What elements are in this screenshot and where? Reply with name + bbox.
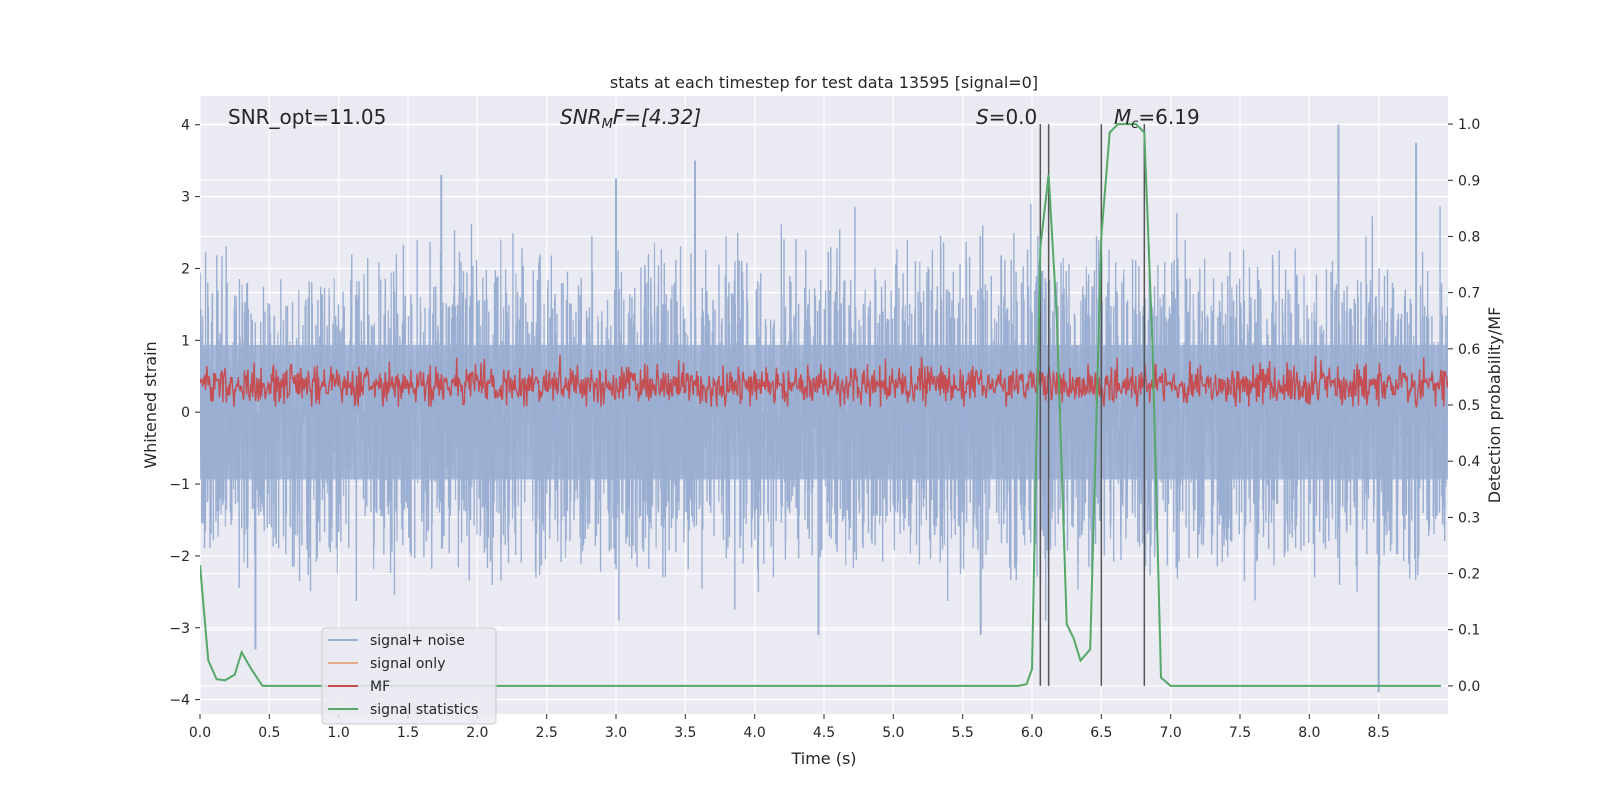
y2-tick-label: 0.1 [1458,623,1480,639]
x-tick-label: 2.5 [536,725,558,741]
y2-tick-label: 0.5 [1458,398,1480,414]
x-tick-label: 7.0 [1160,725,1182,741]
y-tick-label: 1 [181,333,190,349]
plot-area [200,123,1448,693]
y2-axis-label: Detection probability/MF [1485,307,1504,504]
y-tick-label: −2 [169,549,190,565]
mf-line [200,354,1448,408]
legend-label-mf: MF [370,679,390,695]
legend-box [321,627,497,725]
x-tick-label: 3.5 [674,725,696,741]
y-tick-label: −1 [169,477,190,493]
annotation-mc: Mc=6.19 [1114,105,1200,132]
x-tick-label: 2.0 [466,725,488,741]
signal-statistics-line [200,123,1442,687]
y-axis-label: Whitened strain [141,341,160,468]
y2-tick-label: 0.3 [1458,510,1480,526]
snr-mf-rest: F=[4.32] [613,105,701,129]
x-tick-label: 3.0 [605,725,627,741]
x-tick-label: 6.0 [1021,725,1043,741]
y2-tick-label: 0.6 [1458,342,1480,358]
y-tick-label: 4 [181,118,190,134]
x-tick-label: 8.5 [1368,725,1390,741]
legend-label-signal-statistics: signal statistics [370,702,478,718]
y2-tick-label: 0.4 [1458,454,1480,470]
x-tick-label: 5.5 [952,725,974,741]
y-tick-label: 0 [181,405,190,421]
signal-statistics-series [200,123,1442,687]
legend-label-signal-only: signal only [370,656,445,672]
x-tick-label: 1.5 [397,725,419,741]
s-rest: =0.0 [989,105,1038,129]
y2-tick-label: 0.9 [1458,173,1480,189]
x-tick-label: 4.5 [813,725,835,741]
y2-tick-label: 1.0 [1458,117,1480,133]
y2-axis-ticks: 0.0 0.1 0.2 0.3 0.4 0.5 0.6 0.7 0.8 0.9 1.0 [1448,117,1480,695]
x-axis-ticks: 0.0 0.5 1.0 1.5 2.0 2.5 3.0 3.5 4.0 4.5 5.0 5.5 6.0 6… [189,714,1390,741]
x-axis-label: Time (s) [790,749,856,768]
snr-mf-base: SNR [560,105,602,129]
y-tick-label: 2 [181,261,190,277]
x-tick-label: 7.5 [1229,725,1251,741]
annotation-snr-mf: SNRMF=[4.32] [560,105,701,132]
x-tick-label: 4.0 [744,725,766,741]
legend: signal+ noise signal only MF signal stat… [321,627,497,725]
annotation-s: S=0.0 [976,105,1037,129]
x-tick-label: 5.0 [882,725,904,741]
y2-tick-label: 0.2 [1458,567,1480,583]
mf-series [200,354,1448,408]
x-tick-label: 8.0 [1298,725,1320,741]
vertical-lines [1039,124,1146,686]
x-tick-label: 1.0 [328,725,350,741]
x-tick-label: 6.5 [1090,725,1112,741]
x-tick-label: 0.0 [189,725,211,741]
legend-label-signal-noise: signal+ noise [370,633,465,649]
annotation-snr-opt: SNR_opt=11.05 [228,105,386,129]
y-tick-label: 3 [181,190,190,206]
y2-tick-label: 0.7 [1458,286,1480,302]
s-italic: S [976,105,989,129]
snr-mf-sub: M [602,117,613,132]
chart-title: stats at each timestep for test data 135… [610,73,1038,92]
y-axis-ticks: −4 −3 −2 −1 0 1 2 3 4 [169,118,200,709]
y2-tick-label: 0.0 [1458,679,1480,695]
x-tick-label: 0.5 [258,725,280,741]
y2-tick-label: 0.8 [1458,229,1480,245]
mc-sub: c [1131,117,1138,132]
y-tick-label: −4 [169,693,190,709]
mc-italic: M [1114,105,1131,129]
mc-rest: =6.19 [1138,105,1199,129]
y-tick-label: −3 [169,621,190,637]
